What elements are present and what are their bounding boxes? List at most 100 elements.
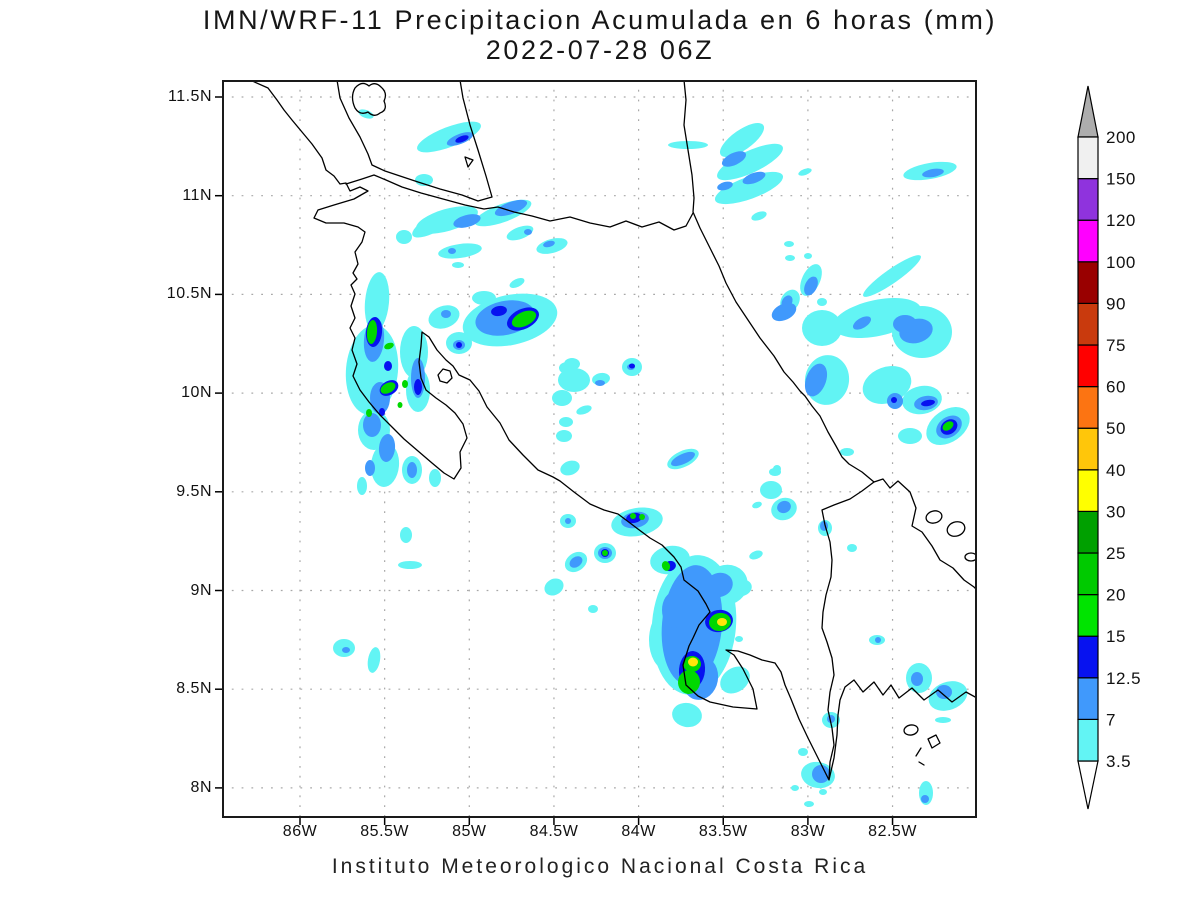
colorbar-label: 200 [1106,128,1136,147]
precip-cell-blue [524,229,532,235]
precip-cell-blue [342,647,350,653]
colorbar-label: 50 [1106,419,1126,438]
lat-tick-label: 10.5N [166,285,212,303]
precip-cell-cyan [717,143,783,181]
precip-cell-cyan [840,448,854,456]
precip-cell-cyan [720,666,750,694]
precip-cell-cyan [558,368,590,392]
lon-tick-label: 82.5W [868,823,917,840]
precip-cell-green [511,310,537,328]
colorbar-label: 75 [1106,336,1126,355]
precip-cell-cyan [559,417,573,427]
caption: Instituto Meteorologico Nacional Costa R… [331,855,869,878]
lat-tick-label: 9N [190,581,212,599]
precip-cell-blue [936,685,952,699]
precip-cell-cyan [752,501,762,509]
precip-cell-cyan [863,255,921,297]
precip-cell-blue [911,672,923,686]
colorbar-label: 40 [1106,461,1126,480]
precip-cell-cyan [396,230,412,244]
precip-cell-cyan [576,405,592,415]
precip-cell-green [380,382,396,394]
precip-cell-cyan [416,206,478,234]
page-subtitle-date: 2022-07-28 06Z [485,35,715,65]
colorbar-segment [1077,261,1099,305]
precip-cell-cyan [559,362,575,374]
precip-cell-cyan [560,460,580,476]
colorbar-segment [1077,302,1099,346]
lake-nicaragua-shore [336,80,493,202]
precip-cell-cyan [358,109,374,119]
lon-tick-label: 85W [452,823,487,840]
colorbar-label: 90 [1106,294,1126,313]
colorbar-label: 30 [1106,502,1126,521]
precip-cell-blue [494,199,528,217]
lon-tick-label: 84W [621,823,656,840]
precip-cell-cyan [714,171,784,205]
precip-cell-blue [852,316,872,330]
precip-cell-cyan [785,255,795,261]
colorbar-segment [1077,344,1099,388]
precip-cell-cyan [509,278,525,288]
ometepe-island [351,82,387,116]
colorbar-label: 15 [1106,627,1126,646]
precip-cell-cyan [472,291,496,305]
precip-cell-green [677,670,701,694]
precip-cell-cyan [400,527,412,543]
precip-cell-blue [448,248,456,254]
chira-island [437,368,453,384]
precip-cell-cyan [773,465,781,473]
precip-cell-cyan [749,550,763,560]
precip-cell-blue [921,795,929,803]
lon-tick-label: 85.5W [360,823,410,840]
precip-cell-royal [891,397,897,403]
colorbar: 3.5 7 12.5 15 20 25 30 40 50 60 75 90 100 120 150 200 [1077,85,1141,810]
precip-cell-cyan [544,578,564,596]
page-title: IMN/WRF-11 Precipitacion Acumulada en 6 … [202,5,998,35]
map-frame-border [222,80,977,818]
precip-cell-cyan [798,168,812,176]
precip-cell-cyan [668,141,708,149]
colorbar-label: 150 [1106,170,1136,189]
precip-cell-cyan [732,579,752,597]
precip-cell-cyan [452,262,464,268]
precip-cell-cyan [751,211,767,221]
colorbar-segment [1077,635,1099,679]
precip-cell-green [366,409,372,417]
precip-cell-royal [456,342,462,348]
gridlines [222,80,977,818]
precip-cell-yellow [717,618,727,626]
precip-cell-cyan [760,481,782,499]
lat-tick-label: 10N [181,384,212,402]
precip-cell-cyan [588,605,598,613]
precip-cell-royal [921,399,935,407]
coastlines-layer [249,80,977,781]
precip-cell-cyan [438,243,482,259]
precip-cell-cyan [802,310,842,346]
precip-cell-cyan [650,545,690,575]
coastline-caribbean [683,80,977,591]
colorbar-segment [1077,552,1099,596]
precip-cell-cyan [429,469,441,487]
precip-cell-cyan [784,241,794,247]
colorbar-segment [1077,136,1099,180]
precip-cell-blue [804,363,828,397]
precip-cell-cyan [798,748,808,756]
colorbar-over-arrow [1077,85,1099,138]
precip-cell-blue [922,168,944,178]
colorbar-segment [1077,386,1099,429]
colorbar-label: 12.5 [1106,669,1141,688]
colorbar-under-arrow [1077,760,1099,810]
precip-cell-green [639,514,645,520]
precip-cell-blue [378,434,396,462]
lat-tick-label: 8N [190,778,212,796]
chiriqui-gulf-islands [903,724,941,766]
precip-cell-cyan [556,430,572,442]
precip-cell-blue [441,310,451,318]
bocas-del-toro-islands [925,510,977,562]
precip-cell-green [397,402,403,408]
precip-cell-blue [569,556,583,568]
precip-cell-cyan [417,121,481,153]
colorbar-label: 3.5 [1106,752,1131,771]
